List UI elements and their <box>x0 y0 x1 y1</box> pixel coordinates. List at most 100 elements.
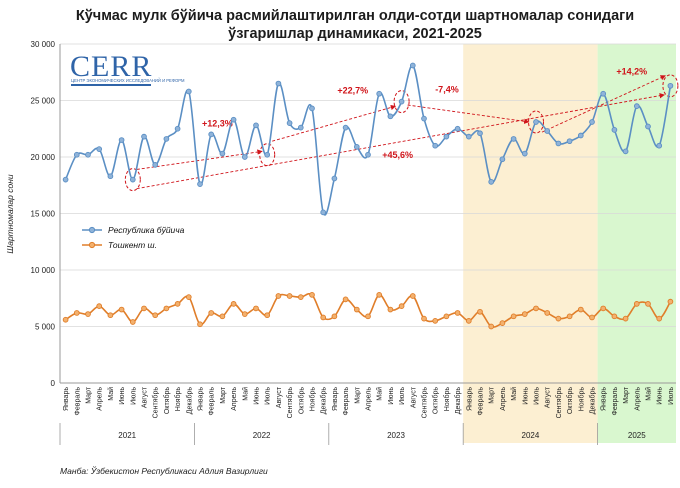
month-label: Февраль <box>343 387 350 416</box>
data-point-tashkent <box>208 310 215 316</box>
axes <box>59 44 676 384</box>
data-point-tashkent <box>510 313 517 320</box>
month-label: Декабрь <box>320 387 328 415</box>
data-point-republic <box>454 125 461 132</box>
data-point-republic <box>230 116 237 123</box>
month-label: Май <box>107 387 115 401</box>
data-point-tashkent <box>286 293 293 299</box>
annotation-label: -7,4% <box>435 85 459 95</box>
data-point-tashkent <box>353 306 360 313</box>
y-tick-label: 10 000 <box>31 266 56 275</box>
data-point-tashkent <box>656 315 663 322</box>
data-point-republic <box>96 146 103 152</box>
highlight-july-2022 <box>259 143 276 167</box>
month-label: Июнь <box>522 387 529 405</box>
data-point-tashkent <box>152 312 159 319</box>
data-point-republic <box>398 98 405 105</box>
annotation-label: +14,2% <box>616 67 647 77</box>
data-point-tashkent <box>365 313 371 320</box>
data-point-republic <box>118 137 125 143</box>
legend-label-republic: Республика бўйича <box>108 225 185 235</box>
data-point-tashkent <box>376 292 383 298</box>
annotation-label: +45,6% <box>382 150 413 160</box>
data-point-tashkent <box>409 293 416 299</box>
data-point-republic <box>297 124 304 131</box>
data-point-republic <box>185 88 192 95</box>
data-point-tashkent <box>241 311 248 317</box>
data-point-tashkent <box>309 292 315 298</box>
data-point-republic <box>544 128 551 134</box>
month-label: Июль <box>399 387 406 405</box>
highlight-july-2024 <box>528 110 544 134</box>
data-point-republic <box>589 119 595 125</box>
data-point-republic <box>533 119 539 125</box>
year-label: 2023 <box>387 431 405 440</box>
data-point-tashkent <box>622 315 629 322</box>
month-label: Сентябрь <box>421 387 429 419</box>
y-tick-label: 5 000 <box>35 323 56 332</box>
data-point-republic <box>286 120 293 126</box>
month-label: Декабрь <box>454 387 462 415</box>
month-label: Январь <box>601 387 608 411</box>
data-point-republic <box>387 113 394 120</box>
data-point-republic <box>488 179 495 185</box>
data-point-republic <box>600 90 607 97</box>
month-label: Май <box>510 387 518 401</box>
data-point-tashkent <box>555 315 562 322</box>
month-label: Август <box>410 386 417 408</box>
data-point-republic <box>645 123 651 130</box>
arrow-2021-to-2025 <box>136 93 665 190</box>
month-label: Январь <box>63 387 70 411</box>
y-tick-label: 15 000 <box>31 210 56 219</box>
data-point-republic <box>152 162 159 168</box>
data-point-republic <box>421 115 427 122</box>
month-label: Декабрь <box>589 387 597 415</box>
y-tick-label: 0 <box>51 379 56 388</box>
data-point-tashkent <box>107 312 114 319</box>
data-point-republic <box>174 125 181 132</box>
data-point-tashkent <box>544 310 551 316</box>
data-point-tashkent <box>96 303 103 310</box>
arrow-2023-to-2024 <box>407 104 530 124</box>
month-label: Июль <box>130 387 137 405</box>
data-point-tashkent <box>62 316 69 323</box>
data-point-republic <box>353 143 360 150</box>
chart-title-line2: ўзгаришлар динамикаси, 2021-2025 <box>228 26 482 42</box>
month-label: Март <box>86 386 93 404</box>
data-point-tashkent <box>577 306 584 313</box>
cerr-logo: CERR ЦЕНТР ЭКОНОМИЧЕСКИХ ИССЛЕДОВАНИЙ И … <box>70 50 185 86</box>
month-label: Январь <box>466 387 473 411</box>
data-point-tashkent <box>566 313 573 320</box>
data-point-republic <box>432 142 439 149</box>
data-point-tashkent <box>499 320 506 326</box>
data-point-republic <box>622 148 629 155</box>
month-label: Ноябрь <box>174 387 182 412</box>
month-label: Сентябрь <box>286 387 294 419</box>
data-point-republic <box>219 150 226 157</box>
month-label: Июль <box>265 387 272 405</box>
month-label: Февраль <box>74 387 81 416</box>
data-point-tashkent <box>253 305 259 312</box>
data-point-tashkent <box>477 308 483 315</box>
data-point-tashkent <box>398 303 405 310</box>
month-label: Октябрь <box>297 387 305 414</box>
growth-annotations: +12,3% +22,7% -7,4% +45,6% +14,2% <box>124 67 679 192</box>
chart-title-line1: Кўчмас мулк бўйича расмийлаштирилган олд… <box>76 8 634 24</box>
month-label: Январь <box>332 387 339 411</box>
month-label: Июнь <box>388 387 395 405</box>
data-point-republic <box>320 209 327 216</box>
month-label: Март <box>623 386 630 404</box>
data-point-republic <box>73 151 80 158</box>
highlight-july-2021 <box>124 168 141 192</box>
y-axis-ticks: 0 5 000 10 000 15 000 20 000 25 000 30 000 <box>31 40 56 388</box>
month-label: Февраль <box>209 387 216 416</box>
data-point-tashkent <box>387 306 394 313</box>
data-point-republic <box>656 142 663 149</box>
data-point-tashkent <box>275 293 282 299</box>
data-point-republic <box>253 122 259 129</box>
source-note: Манба: Ўзбекистон Республикаси Адлия Ваз… <box>60 465 268 476</box>
year-label: 2024 <box>522 431 540 440</box>
data-point-tashkent <box>230 301 237 307</box>
logo-subtitle: ЦЕНТР ЭКОНОМИЧЕСКИХ ИССЛЕДОВАНИЙ И РЕФОР… <box>71 78 185 83</box>
data-point-republic <box>465 133 472 140</box>
